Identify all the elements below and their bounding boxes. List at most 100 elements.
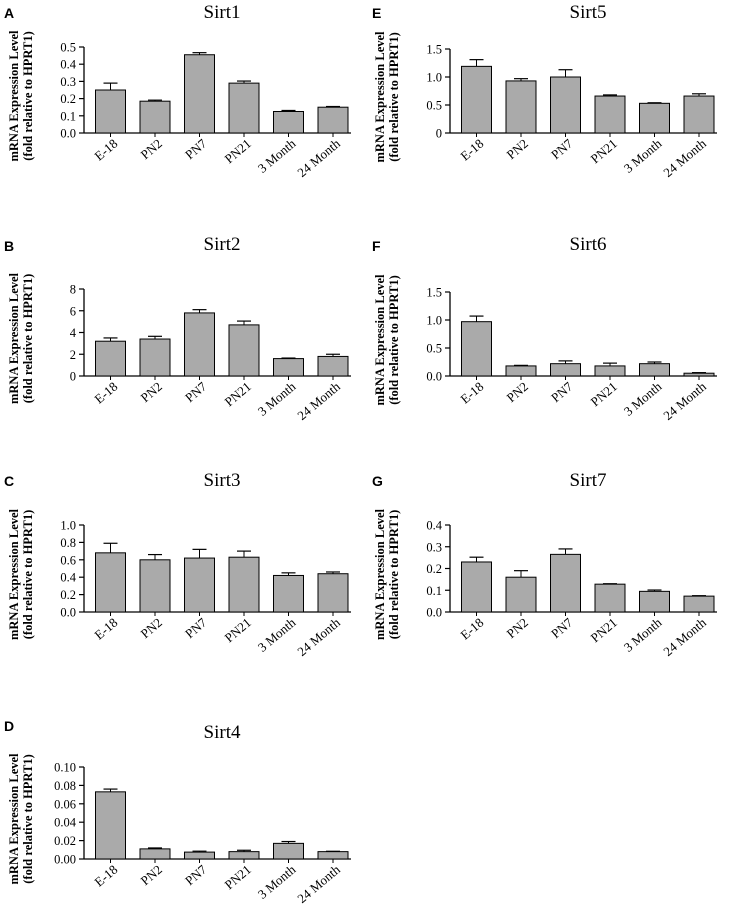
panel-e-category-label: 3 Month [621, 135, 665, 175]
panel-e-bar [505, 80, 537, 134]
panel-a-bar [317, 106, 349, 134]
panel-d-category-label: 3 Month [255, 861, 299, 901]
panel-f-bar [550, 363, 581, 377]
panel-b-ylabel-line2: (fold relative to HPRT1) [21, 274, 35, 404]
panel-c-ytick-label: 0.8 [60, 536, 76, 550]
panel-g-category-label: PN2 [504, 615, 531, 641]
panel-a-bar [228, 82, 260, 134]
panel-d-bar [184, 851, 215, 860]
panel-c-bar [184, 557, 215, 613]
panel-b-ylabel-line1: mRNA Expression Level [7, 272, 21, 404]
panel-g-bar [639, 590, 670, 613]
panel-b-bar [184, 312, 215, 377]
panel-d-bar [139, 848, 171, 860]
panel-g-ylabel-line1: mRNA Expression Level [373, 508, 387, 640]
panel-e-letter: E [372, 5, 381, 21]
panel-f-category-label: PN7 [548, 378, 576, 405]
panel-c-ytick-label: 0.4 [60, 571, 76, 585]
panel-a-title: Sirt1 [204, 2, 241, 23]
panel-d-bar [317, 851, 349, 860]
panel-g-ytick-label: 0.2 [426, 562, 442, 576]
panel-g-ytick-label: 0.4 [426, 519, 442, 533]
panel-a-ytick-label: 0.3 [60, 75, 76, 89]
panel-f-category-label: 3 Month [621, 378, 665, 418]
panel-f-bar [639, 363, 670, 377]
panel-d: D Sirt4 mRNA Expression Level (fold relativ… [4, 718, 351, 904]
panel-d-bar [228, 851, 260, 860]
panel-c-category-label: E-18 [91, 615, 120, 643]
panel-d-ytick-label: 0.00 [54, 853, 76, 867]
panel-d-category-label: 24 Month [294, 861, 343, 904]
panel-e-category-label: PN2 [504, 136, 531, 162]
panel-g-ytick-label: 0.0 [426, 606, 442, 620]
panel-g-bar [683, 595, 715, 613]
panel-c-bar [95, 552, 126, 613]
panel-e-ytick-label: 1.0 [426, 71, 442, 85]
panel-f-bar [461, 321, 492, 377]
panel-e-category-label: 24 Month [660, 135, 709, 180]
panel-a-ytick-label: 0.2 [60, 92, 76, 106]
panel-e-category-label: PN21 [588, 136, 620, 167]
panel-f-bar [594, 365, 626, 377]
panel-f-ytick-label: 0.5 [426, 342, 442, 356]
panel-f: F Sirt6 mRNA Expression Level (fold relativ… [372, 234, 717, 423]
panel-d-ylabel-line2: (fold relative to HPRT1) [21, 754, 35, 884]
panel-g-title: Sirt7 [570, 470, 607, 491]
panel-e-ylabel-line1: mRNA Expression Level [373, 31, 387, 163]
panel-f-bar [505, 365, 537, 377]
panel-a-ytick-label: 0.0 [60, 127, 76, 141]
panel-g-category-label: PN7 [548, 614, 576, 641]
panel-b-ytick-label: 6 [70, 304, 76, 318]
panel-a-bar [273, 111, 304, 134]
panel-d-category-label: PN2 [138, 862, 165, 888]
panel-d-ytick-label: 0.08 [54, 779, 76, 793]
panel-c-ylabel-line2: (fold relative to HPRT1) [21, 510, 35, 640]
panel-c-category-label: PN2 [138, 615, 165, 641]
panel-a-ylabel-line2: (fold relative to HPRT1) [21, 31, 35, 161]
panel-a-letter: A [4, 5, 14, 21]
panel-a-category-label: 24 Month [294, 135, 343, 180]
panel-c-ytick-label: 0.6 [60, 553, 76, 567]
panel-b-bar [317, 355, 349, 377]
panel-c-title: Sirt3 [204, 470, 241, 491]
panel-b-bar [273, 358, 304, 377]
panel-c-ytick-label: 0.0 [60, 606, 76, 620]
panel-a: A Sirt1 mRNA Expression Level (fold relativ… [4, 2, 351, 180]
panel-e-title: Sirt5 [570, 2, 607, 23]
panel-b-category-label: PN7 [182, 378, 210, 405]
panel-a-category-label: 3 Month [255, 135, 299, 175]
panel-b-bar [139, 338, 171, 377]
panel-d-category-label: PN7 [182, 861, 210, 888]
panel-g-bar [550, 553, 581, 613]
panel-e-ytick-label: 0 [436, 127, 442, 141]
panel-c-bar [273, 574, 304, 613]
panel-d-ytick-label: 0.06 [54, 797, 76, 811]
panel-c-ylabel-line1: mRNA Expression Level [7, 508, 21, 640]
panel-f-ytick-label: 1.0 [426, 314, 442, 328]
panel-e-category-label: E-18 [457, 136, 486, 164]
panel-g-letter: G [372, 473, 383, 489]
panel-b-ytick-label: 8 [70, 283, 76, 297]
panel-b-bar [95, 340, 126, 377]
panel-g-bar [594, 583, 626, 613]
panel-a-category-label: PN7 [182, 135, 210, 162]
panel-d-title: Sirt4 [204, 722, 241, 743]
panel-d-ytick-label: 0.10 [54, 761, 76, 775]
panel-b-ytick-label: 0 [70, 370, 76, 384]
panel-c-bar [139, 559, 171, 613]
panel-f-ylabel-line1: mRNA Expression Level [373, 274, 387, 406]
panel-e-category-label: PN7 [548, 135, 576, 162]
panel-e-ytick-label: 0.5 [426, 99, 442, 113]
panel-g-ytick-label: 0.1 [426, 584, 442, 598]
panel-a-bar [95, 89, 126, 134]
panel-g-category-label: 24 Month [660, 614, 709, 659]
panel-a-ytick-label: 0.4 [60, 58, 76, 72]
panel-g: G Sirt7 mRNA Expression Level (fold relativ… [372, 470, 717, 659]
panel-f-category-label: 24 Month [660, 378, 709, 423]
panel-f-letter: F [372, 238, 381, 254]
panel-a-bar [184, 54, 215, 134]
panel-f-category-label: PN2 [504, 379, 531, 405]
panel-d-bar [273, 842, 304, 860]
panel-c-bar [317, 573, 349, 613]
